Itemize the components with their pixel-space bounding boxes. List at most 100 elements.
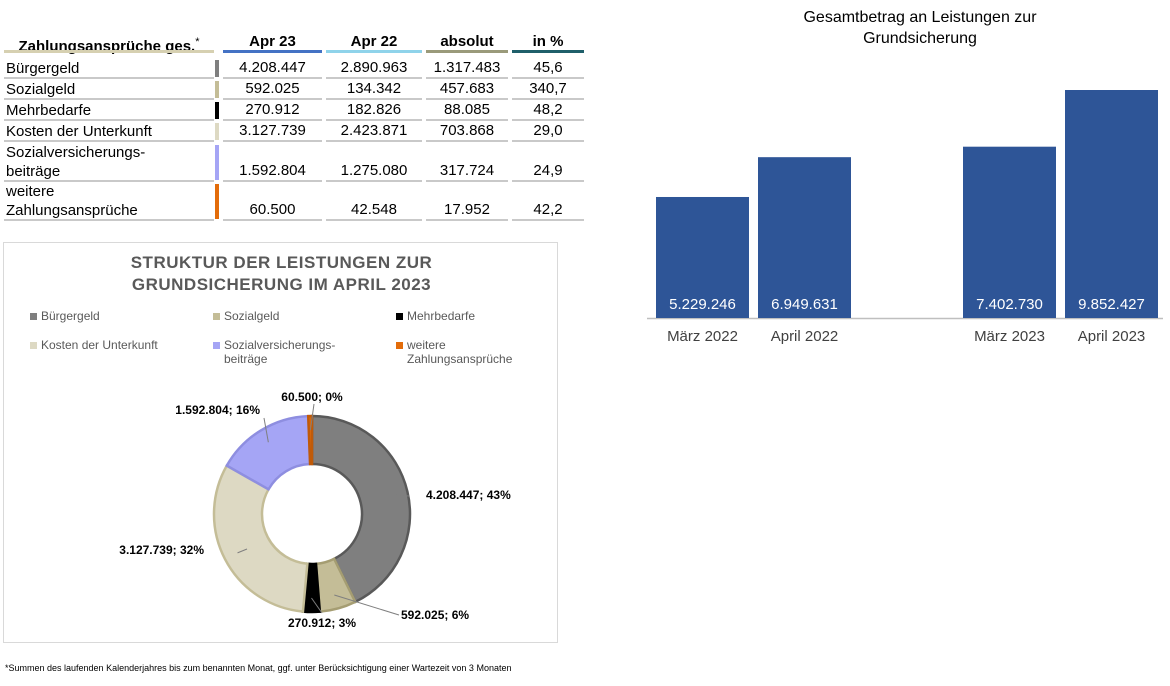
legend-item: Sozialgeld [213, 309, 279, 323]
bar [963, 146, 1056, 318]
legend-item: weitere Zahlungsansprüche [396, 338, 512, 366]
header-bar [223, 50, 322, 53]
header-col-3: in % [512, 30, 584, 53]
table-cell: 3.127.739 [239, 122, 306, 139]
legend-swatch [396, 342, 403, 350]
legend-swatch [396, 313, 403, 321]
row-divider [426, 180, 508, 182]
legend-label: Bürgergeld [41, 309, 100, 323]
row-divider [4, 140, 214, 142]
table-row: weitere Zahlungsansprüche 60.500 42.548 17.9… [4, 182, 586, 221]
row-divider [4, 119, 214, 121]
bar-chart: 5.229.246 März 2022 6.949.631 April 2022 7.4… [647, 90, 1163, 345]
table-cell: 42,2 [533, 201, 563, 218]
table-cell: 45,6 [533, 59, 563, 76]
legend-swatch [30, 313, 37, 321]
row-label-line: Zahlungsansprüche [6, 202, 138, 219]
table-cell: 1.592.804 [239, 162, 306, 179]
bar [758, 157, 851, 318]
row-color-swatch [215, 184, 219, 219]
row-divider [426, 119, 508, 121]
table-cell: 17.952 [444, 201, 490, 218]
header-bar [326, 50, 422, 53]
table-row: Bürgergeld 4.208.447 2.890.963 1.317.483 45,… [4, 58, 586, 79]
row-divider [4, 98, 214, 100]
donut-data-label: 60.500; 0% [281, 390, 343, 404]
table-cell: 42.548 [351, 201, 397, 218]
table-row: Mehrbedarfe 270.912 182.826 88.085 48,2 [4, 100, 586, 121]
table-row: Sozialgeld 592.025 134.342 457.683 340,7 [4, 79, 586, 100]
table-cell: 2.890.963 [340, 59, 408, 76]
row-color-swatch [215, 145, 219, 180]
bar [1065, 90, 1158, 318]
table-cell: 340,7 [529, 80, 567, 97]
row-label-line: Bürgergeld [6, 60, 80, 77]
table-row: Sozialversicherungs-beiträge 1.592.804 1.2… [4, 143, 586, 182]
row-divider [512, 219, 584, 221]
row-divider [223, 219, 322, 221]
row-divider [4, 180, 214, 182]
donut-leader-line [311, 597, 323, 614]
bar-value-label: 6.949.631 [771, 296, 838, 313]
row-divider [426, 140, 508, 142]
table-cell: 24,9 [533, 162, 563, 179]
x-tick-label: April 2023 [1078, 328, 1146, 345]
donut-data-label: 270.912; 3% [288, 616, 356, 630]
row-label: Mehrbedarfe [6, 101, 91, 120]
donut-slice [212, 463, 309, 613]
row-label-line: Sozialversicherungs- [6, 144, 146, 161]
table-cell: 60.500 [249, 201, 296, 218]
legend-swatch [213, 313, 220, 321]
x-tick-label: März 2023 [974, 328, 1045, 345]
row-divider [223, 140, 322, 142]
header-col-0: Apr 23 [223, 30, 322, 53]
x-tick-label: März 2022 [667, 328, 738, 345]
bar-value-label: 5.229.246 [669, 296, 736, 313]
table-cell: 4.208.447 [239, 59, 306, 76]
donut-data-label: 4.208.447; 43% [426, 488, 511, 502]
donut-title-line-2: GRUNDSICHERUNG IM APRIL 2023 [131, 275, 432, 294]
table-cell: 270.912 [245, 101, 300, 118]
row-divider [326, 219, 422, 221]
legend-label: weitere [407, 338, 446, 352]
row-divider [426, 77, 508, 79]
row-divider [326, 98, 422, 100]
row-divider [426, 219, 508, 221]
legend-label: Mehrbedarfe [407, 309, 476, 323]
header-bar [4, 50, 214, 53]
row-label-line: weitere [6, 183, 55, 200]
legend-item: Bürgergeld [30, 309, 100, 323]
legend-label: Sozialgeld [224, 309, 280, 323]
header-col-3-text: in % [532, 33, 564, 50]
legend-item: Kosten der Unterkunft [30, 338, 158, 352]
row-divider [512, 119, 584, 121]
row-divider [4, 77, 214, 79]
row-label-line: beiträge [6, 163, 61, 180]
bar-value-label: 9.852.427 [1078, 296, 1145, 313]
legend-label: Zahlungsansprüche [407, 352, 513, 366]
table-row: Kosten der Unterkunft 3.127.739 2.423.871 7… [4, 121, 586, 142]
table-cell: 182.826 [346, 101, 402, 118]
legend-swatch [213, 342, 220, 350]
row-divider [223, 180, 322, 182]
header-col-2: absolut [426, 30, 508, 53]
table-cell: 48,2 [533, 101, 563, 118]
x-tick-label: April 2022 [771, 328, 839, 345]
legend-swatch [30, 342, 37, 350]
table-cell: 317.724 [439, 162, 495, 179]
table-cell: 88.085 [444, 101, 490, 118]
legend-label: Kosten der Unterkunft [41, 338, 158, 352]
header-label: Zahlungsansprüche ges.* [4, 30, 214, 55]
donut-leader-line [309, 403, 315, 431]
donut-leader-line [393, 494, 410, 497]
row-divider [223, 77, 322, 79]
header-bar [426, 50, 508, 53]
donut-data-label: 1.592.804; 16% [175, 403, 260, 417]
donut-data-label: 3.127.739; 32% [119, 543, 204, 557]
bar-value-label: 7.402.730 [976, 296, 1043, 313]
header-col-0-text: Apr 23 [249, 33, 296, 50]
row-divider [223, 119, 322, 121]
row-color-swatch [215, 81, 219, 98]
row-label: Sozialversicherungs-beiträge [6, 143, 145, 181]
header-col-1: Apr 22 [326, 30, 422, 53]
